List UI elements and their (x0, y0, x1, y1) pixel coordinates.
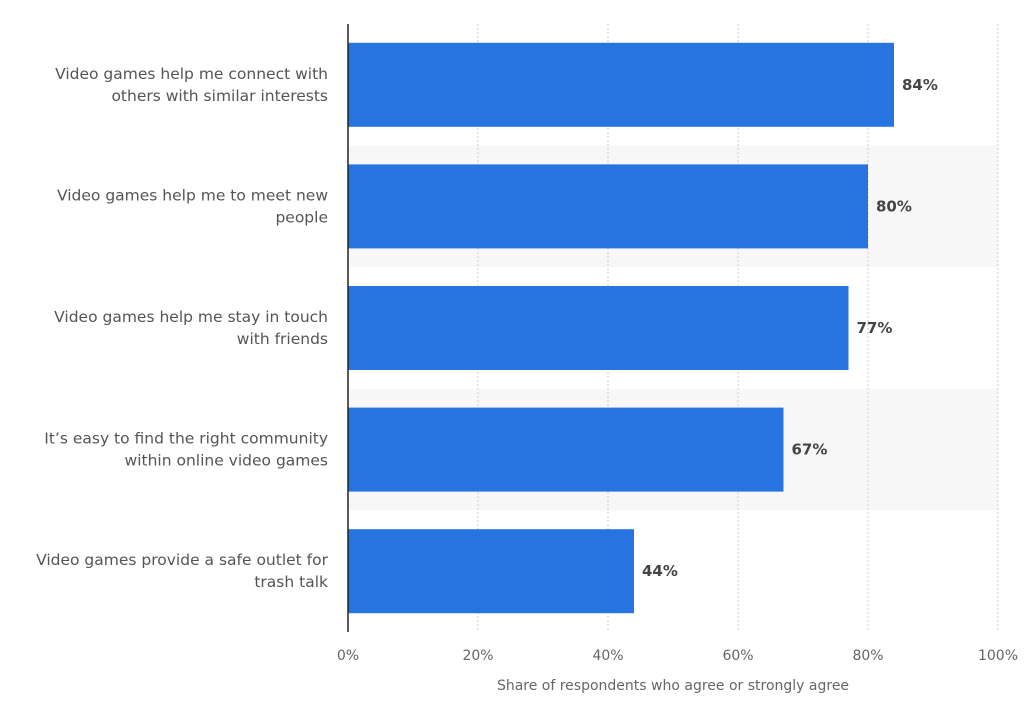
category-label: Video games help me stay in touch with fr… (54, 308, 328, 348)
x-tick-label: 20% (462, 648, 493, 664)
value-labels: 84% 80% 77% 67% 44% (642, 76, 938, 580)
x-tick-labels: 0% 20% 40% 60% 80% 100% (337, 648, 1018, 664)
x-tick-label: 0% (337, 648, 359, 664)
x-axis-title: Share of respondents who agree or strong… (497, 678, 849, 694)
x-tick-label: 40% (592, 648, 623, 664)
x-tick-label: 100% (978, 648, 1018, 664)
bar (348, 407, 784, 492)
category-label: It’s easy to find the right community wit… (44, 430, 328, 470)
value-label: 67% (792, 441, 828, 459)
category-label: Video games help me to meet new people (57, 186, 328, 226)
category-labels: Video games help me connect with others w… (36, 65, 329, 591)
category-label: Video games provide a safe outlet for tra… (36, 551, 329, 591)
bar (348, 164, 868, 249)
value-label: 84% (902, 76, 938, 94)
bar (348, 529, 634, 614)
x-tick-label: 80% (852, 648, 883, 664)
bar (348, 42, 894, 127)
value-label: 80% (876, 197, 912, 215)
value-label: 77% (857, 319, 893, 337)
bars (348, 42, 894, 614)
x-tick-label: 60% (722, 648, 753, 664)
category-label: Video games help me connect with others w… (55, 65, 328, 105)
value-label: 44% (642, 562, 678, 580)
bar (348, 286, 849, 370)
